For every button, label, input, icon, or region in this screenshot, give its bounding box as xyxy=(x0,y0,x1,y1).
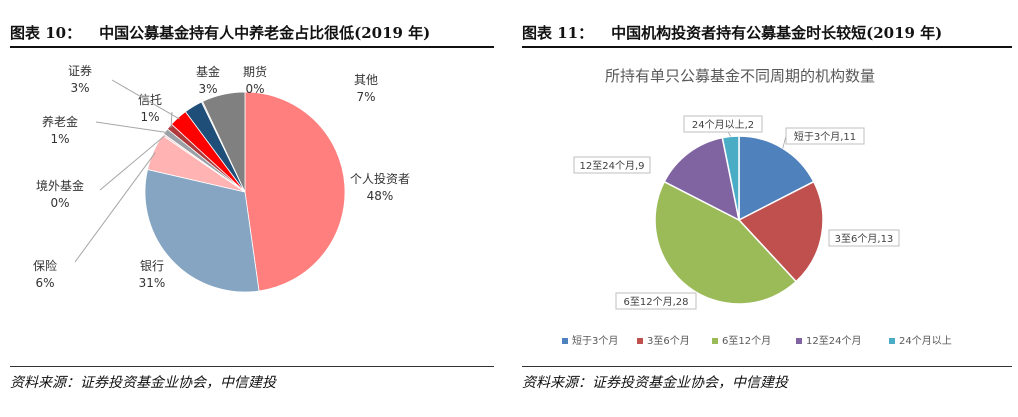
slice-label-7: 基金 xyxy=(196,64,220,79)
pie-slice-1 xyxy=(144,169,260,293)
chart-title: 所持有单只公募基金不同周期的机构数量 xyxy=(605,67,875,85)
data-label-1: 3至6个月,13 xyxy=(835,233,894,245)
pie-slice-0 xyxy=(244,91,346,292)
legend-swatch-0 xyxy=(562,338,568,344)
figure-10-top-rule xyxy=(10,46,494,48)
legend-swatch-2 xyxy=(712,338,718,344)
holders-pie-chart: 个人投资者 48% 银行 31% 保险 6% 境外基金 0% 养老金 1% 信托 1% 证券 3% 基金 3%… xyxy=(33,63,410,293)
leader-line-2 xyxy=(74,152,156,263)
slice-label-1: 银行 xyxy=(140,259,164,273)
figure-11-title-text: 中国机构投资者持有公募基金时长较短(2019 年) xyxy=(611,24,943,42)
figure-11-title: 图表 11： 中国机构投资者持有公募基金时长较短(2019 年) xyxy=(522,22,942,43)
figure-10-source: 资料来源：证券投资基金业协会，中信建投 xyxy=(10,375,276,391)
slice-label-9: 其他 xyxy=(354,73,378,87)
slice-pct-8: 0% xyxy=(245,82,264,96)
figure-10-title-text: 中国公募基金持有人中养老金占比很低(2019 年) xyxy=(99,24,431,42)
leader-line-6 xyxy=(111,79,180,120)
figure-10-number: 图表 10： xyxy=(10,24,82,42)
slice-pct-7: 3% xyxy=(198,82,217,96)
slice-pct-2: 6% xyxy=(35,276,54,290)
slice-pct-3: 0% xyxy=(50,196,69,210)
figure-11-number: 图表 11： xyxy=(522,24,594,42)
pie-slice-0 xyxy=(738,135,815,222)
slice-label-3: 境外基金 xyxy=(36,178,84,193)
legend-label-3: 12至24个月 xyxy=(806,335,861,347)
slice-label-0: 个人投资者 xyxy=(350,171,410,186)
slice-label-4: 养老金 xyxy=(42,114,78,129)
figure-11-source: 资料来源：证券投资基金业协会，中信建投 xyxy=(522,375,788,391)
leader-line-3 xyxy=(99,135,166,191)
pie-slice-4 xyxy=(721,135,740,221)
data-label-box-2 xyxy=(615,292,697,310)
pie-slice-3 xyxy=(663,136,741,222)
slice-label-5: 信托 xyxy=(138,93,162,107)
pie-slice-9 xyxy=(202,91,246,193)
data-label-2: 6至12个月,28 xyxy=(624,296,689,308)
slice-pct-9: 7% xyxy=(356,90,375,104)
data-label-box-1 xyxy=(828,229,900,247)
legend-swatch-4 xyxy=(889,338,895,344)
figure-11-top-rule xyxy=(522,46,1012,48)
pie-slice-2 xyxy=(654,180,798,305)
slice-label-8: 期货 xyxy=(243,64,267,79)
legend-swatch-1 xyxy=(637,338,643,344)
data-label-box-0 xyxy=(785,127,865,145)
slice-pct-1: 31% xyxy=(139,276,166,290)
legend-swatch-3 xyxy=(796,338,802,344)
legend-label-1: 3至6个月 xyxy=(647,335,690,347)
data-label-0: 短于3个月,11 xyxy=(794,130,856,143)
data-label-3: 12至24个月,9 xyxy=(580,160,645,172)
figure-10-bottom-rule xyxy=(10,366,494,367)
leader-line-0 xyxy=(782,135,787,149)
legend-label-4: 24个月以上 xyxy=(899,335,952,347)
slice-label-2: 保险 xyxy=(33,258,57,273)
slice-pct-0: 48% xyxy=(367,189,394,203)
data-label-4: 24个月以上,2 xyxy=(692,119,754,131)
figure-11-panel: 图表 11： 中国机构投资者持有公募基金时长较短(2019 年) 所持有单只公募基… xyxy=(512,0,1018,417)
slice-pct-4: 1% xyxy=(50,132,69,146)
slice-pct-5: 1% xyxy=(140,110,159,124)
pie-slice-1 xyxy=(737,180,824,283)
legend-label-0: 短于3个月 xyxy=(572,334,618,347)
figure-10-panel: 图表 10： 中国公募基金持有人中养老金占比很低(2019 年) 个人投资者 48%… xyxy=(0,0,500,417)
figure-11-bottom-rule xyxy=(522,366,1012,367)
data-label-box-4 xyxy=(683,115,763,133)
leader-line-4 xyxy=(95,121,168,134)
figure-10-title: 图表 10： 中国公募基金持有人中养老金占比很低(2019 年) xyxy=(10,22,430,43)
data-label-box-3 xyxy=(573,156,651,174)
slice-label-6: 证券 xyxy=(68,63,92,78)
slice-pct-6: 3% xyxy=(70,81,89,95)
legend-label-2: 6至12个月 xyxy=(722,335,771,347)
